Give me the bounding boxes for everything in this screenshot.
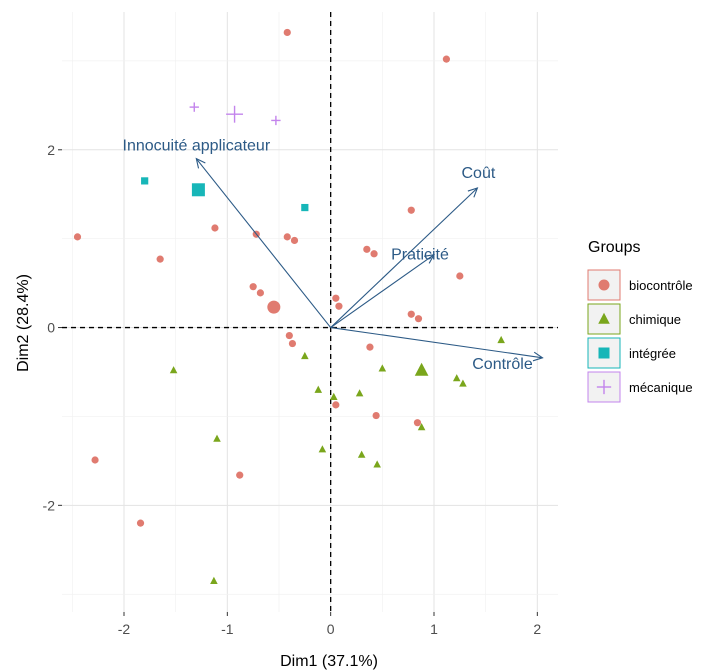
centroid-triangle bbox=[414, 362, 429, 376]
arrow-head bbox=[424, 253, 436, 264]
y-axis-label: Dim2 (28.4%) bbox=[15, 274, 32, 372]
point-circle bbox=[332, 401, 340, 409]
point-circle bbox=[290, 236, 299, 245]
point-circle bbox=[363, 245, 371, 253]
point-circle bbox=[414, 315, 423, 323]
point-triangle bbox=[301, 351, 309, 360]
point-circle bbox=[211, 224, 219, 232]
point-triangle bbox=[378, 364, 387, 372]
data-points bbox=[73, 28, 505, 584]
point-triangle bbox=[373, 460, 381, 468]
point-circle bbox=[407, 310, 415, 318]
legend-item: intégrée bbox=[587, 337, 676, 369]
legend-item: mécanique bbox=[587, 371, 693, 403]
point-circle bbox=[136, 519, 145, 527]
arrow-head bbox=[467, 187, 479, 198]
point-circle bbox=[285, 331, 293, 340]
point-circle bbox=[236, 471, 244, 479]
point-triangle bbox=[169, 366, 178, 374]
point-triangle bbox=[213, 434, 221, 442]
point-square bbox=[141, 177, 149, 185]
point-circle bbox=[332, 294, 340, 302]
arrow-head bbox=[532, 351, 544, 362]
point-circle bbox=[372, 411, 380, 420]
legend: Groups biocontrôle chimique intégrée mécani… bbox=[587, 239, 693, 403]
point-circle bbox=[91, 456, 99, 464]
point-circle bbox=[456, 272, 464, 280]
y-tick-label: -2 bbox=[43, 497, 56, 513]
point-circle bbox=[249, 283, 257, 291]
point-circle bbox=[407, 206, 415, 214]
legend-symbol-cross bbox=[596, 379, 612, 395]
point-triangle bbox=[497, 335, 505, 344]
arrow-label: Praticité bbox=[391, 247, 449, 264]
x-tick-label: 2 bbox=[533, 621, 541, 637]
point-circle bbox=[288, 339, 297, 348]
point-triangle bbox=[357, 450, 366, 458]
point-triangle bbox=[452, 374, 461, 382]
legend-symbol-square bbox=[598, 347, 610, 359]
point-square bbox=[301, 203, 309, 212]
arrow-line bbox=[195, 158, 332, 328]
x-tick-label: 0 bbox=[327, 621, 335, 637]
x-tick-label: -2 bbox=[118, 621, 131, 637]
x-axis-label: Dim1 (37.1%) bbox=[280, 653, 378, 670]
legend-item: biocontrôle bbox=[587, 269, 693, 301]
axes: -2 -1 0 1 2 -2 0 2 bbox=[43, 142, 542, 637]
point-circle bbox=[370, 250, 378, 258]
legend-label: chimique bbox=[629, 312, 681, 327]
point-cross bbox=[271, 115, 281, 126]
reference-lines bbox=[62, 12, 558, 612]
legend-label: biocontrôle bbox=[629, 278, 693, 293]
arrow-label: Coût bbox=[462, 165, 496, 182]
centroid-cross bbox=[226, 105, 244, 123]
legend-symbol-circle bbox=[598, 279, 610, 291]
point-circle bbox=[413, 419, 422, 427]
point-triangle bbox=[417, 423, 426, 431]
variable-arrows: Innocuité applicateur Coût Praticité Contrô… bbox=[123, 138, 544, 373]
point-circle bbox=[366, 343, 374, 351]
legend-symbol-triangle bbox=[598, 312, 610, 324]
legend-item: chimique bbox=[587, 303, 681, 335]
legend-label: intégrée bbox=[629, 346, 676, 361]
arrow-line bbox=[330, 327, 543, 359]
centroid-square bbox=[191, 183, 205, 197]
point-circle bbox=[283, 28, 291, 37]
arrow-line bbox=[330, 187, 478, 328]
point-circle bbox=[442, 55, 450, 63]
legend-label: mécanique bbox=[629, 380, 693, 395]
point-circle bbox=[156, 255, 164, 263]
arrow-head bbox=[195, 157, 206, 169]
point-circle bbox=[73, 233, 82, 241]
arrow-label: Innocuité applicateur bbox=[123, 138, 271, 155]
legend-title: Groups bbox=[588, 239, 640, 256]
point-triangle bbox=[459, 379, 467, 387]
arrow-label: Contrôle bbox=[472, 356, 533, 373]
point-circle bbox=[335, 302, 343, 310]
point-triangle bbox=[210, 576, 218, 584]
point-triangle bbox=[329, 392, 338, 400]
arrow-line bbox=[330, 254, 435, 329]
legend-items: biocontrôle chimique intégrée mécanique bbox=[587, 269, 693, 403]
point-triangle bbox=[318, 445, 327, 453]
point-circle bbox=[256, 289, 264, 297]
x-tick-label: 1 bbox=[430, 621, 438, 637]
point-triangle bbox=[355, 389, 364, 397]
point-cross bbox=[189, 102, 199, 112]
centroid-circle bbox=[267, 300, 281, 314]
x-tick-label: -1 bbox=[221, 621, 234, 637]
point-circle bbox=[283, 233, 291, 241]
y-tick-label: 0 bbox=[47, 320, 55, 336]
y-tick-label: 2 bbox=[47, 142, 55, 158]
point-triangle bbox=[314, 385, 323, 393]
